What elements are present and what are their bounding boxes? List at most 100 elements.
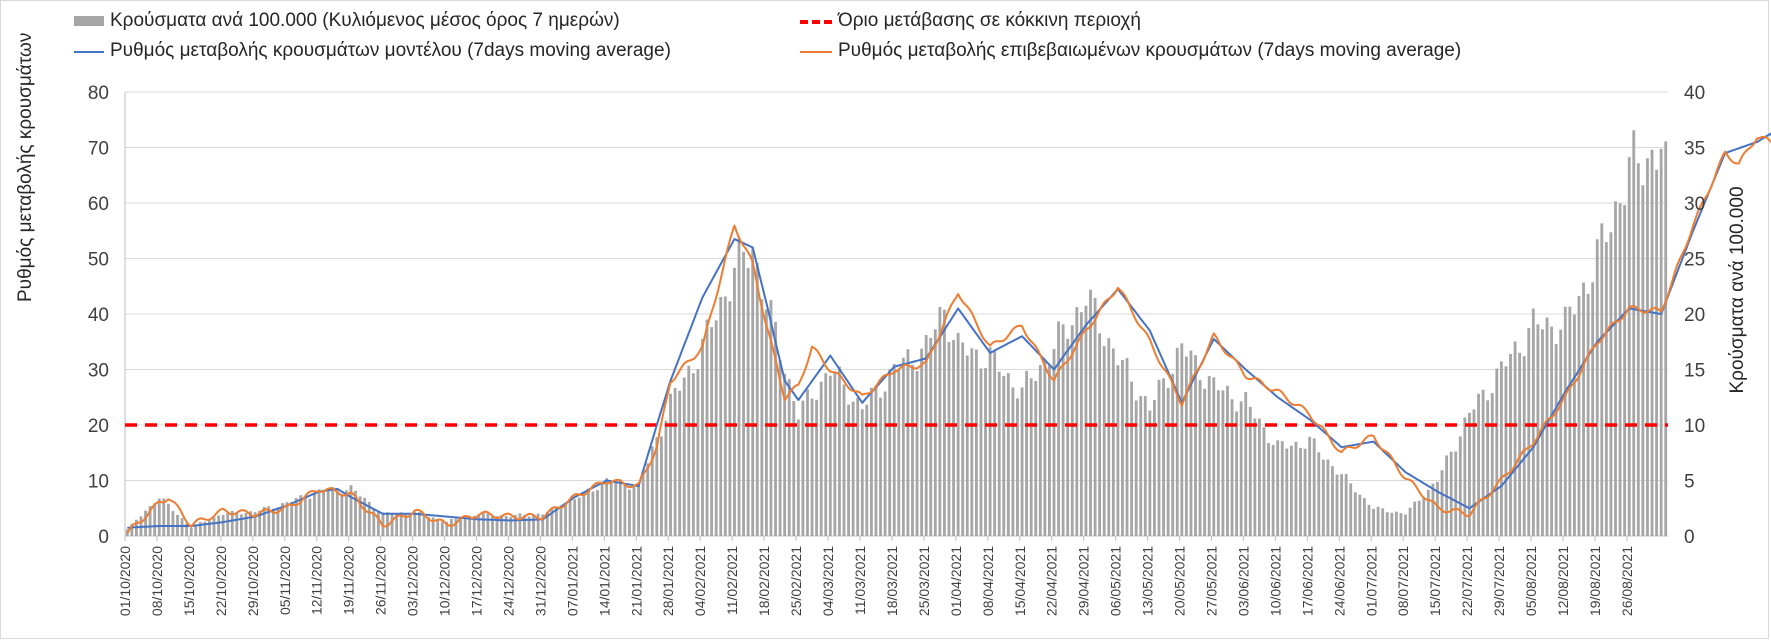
bar [413,512,417,536]
bar [1258,418,1261,536]
bar [984,367,987,536]
bar [901,357,905,536]
bar [842,384,846,536]
legend-threshold-swatch [800,20,832,24]
x-tick-label: 01/07/2021 [1363,546,1379,616]
bar [1417,500,1421,536]
bar [509,517,513,536]
bar [381,512,385,536]
bar [1276,440,1280,536]
bar [1394,511,1398,536]
bar [358,496,362,536]
y-left-tick-label: 40 [88,305,109,326]
bar [678,390,682,536]
bar [1381,508,1385,536]
bar [810,398,814,536]
bar [632,485,636,536]
x-tick-label: 15/10/2020 [181,546,197,616]
bar [230,510,234,536]
x-tick-label: 18/02/2021 [756,546,772,616]
legend-confirmed-label: Ρυθμός μεταβολής επιβεβαιωμένων κρουσμάτ… [838,40,1462,61]
bar [422,515,426,536]
x-tick-label: 25/03/2021 [916,546,932,616]
bar [892,364,896,536]
bar [495,516,499,536]
bar [1157,379,1161,536]
bar [742,251,745,536]
x-tick-label: 22/10/2020 [213,546,229,616]
bar [463,517,467,536]
bar [1130,381,1134,536]
bar [568,500,572,536]
bar [1184,356,1188,536]
bar [1180,343,1184,536]
bar [1089,289,1092,536]
bar [1486,400,1490,536]
bar [696,369,700,536]
bar [194,524,198,536]
bar [1244,392,1248,536]
x-tick-label: 12/11/2020 [309,546,325,615]
bar [1212,377,1216,536]
bar [915,371,919,536]
x-tick-label: 08/10/2020 [149,546,165,616]
bar [1321,459,1325,536]
bar [628,489,631,536]
x-tick-label: 17/06/2021 [1299,546,1315,616]
bar [1121,359,1124,536]
bar [271,508,275,536]
bar [363,497,367,536]
bar [614,481,618,536]
y-left-tick-label: 70 [88,139,109,160]
bar [728,301,732,536]
bar [1550,326,1554,536]
bar [1385,512,1389,536]
x-tick-label: 21/01/2021 [628,546,644,616]
bar [1025,370,1029,536]
bar [623,484,627,536]
bar [208,520,211,536]
bar [1020,387,1024,536]
bar [883,391,887,536]
bar [719,296,723,536]
bar [1175,347,1179,536]
bar [1075,306,1079,536]
y-right-tick-label: 25 [1684,250,1705,271]
bar [1604,242,1608,537]
bar [1093,297,1097,536]
bar [1376,506,1380,536]
bar [879,397,882,536]
bar [349,485,353,536]
bar [1317,452,1321,536]
x-tick-label: 11/03/2021 [852,546,868,615]
bar [1061,324,1065,536]
bar [1650,149,1654,536]
x-tick-label: 18/03/2021 [884,546,900,616]
x-tick-label: 03/06/2021 [1235,546,1251,616]
bar [418,511,421,536]
bar [322,491,325,536]
x-tick-label: 20/05/2021 [1172,546,1188,616]
bar [1518,352,1522,536]
bar [523,515,526,536]
bar [874,385,878,536]
bar [1353,492,1357,536]
bar [1646,158,1649,536]
x-tick-label: 11/02/2021 [724,546,740,615]
bar [723,296,727,536]
bar [1116,365,1120,536]
bar [180,518,184,536]
bar [1372,508,1375,536]
bar [212,517,216,536]
bar [1189,350,1193,536]
bar [1239,401,1243,536]
bar [1495,368,1499,536]
bar [1582,282,1585,536]
bar [1664,141,1668,536]
bar [573,499,577,536]
x-tick-label: 31/12/2020 [532,546,548,616]
bar [828,375,832,536]
bar [746,267,750,536]
bar [1600,223,1604,536]
bar [427,517,430,536]
